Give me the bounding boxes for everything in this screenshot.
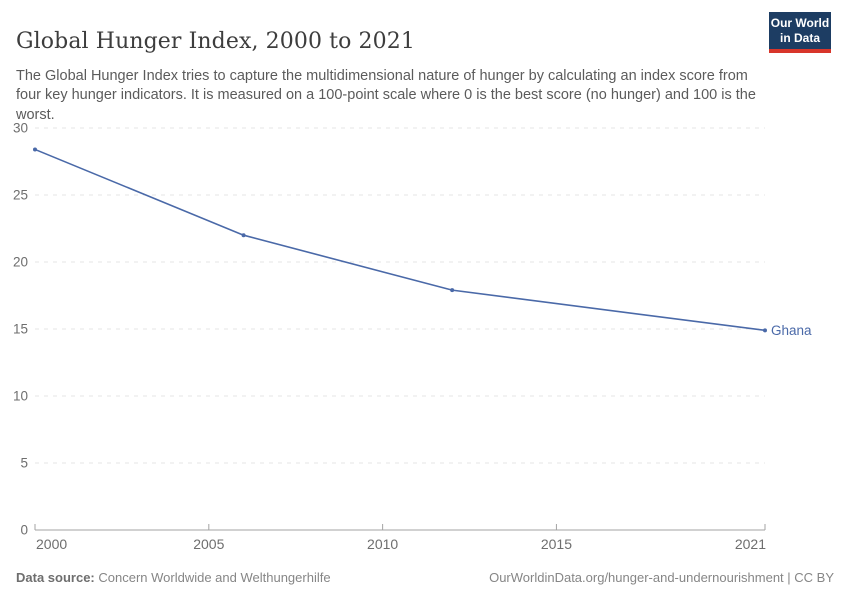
x-tick-label: 2015: [541, 536, 572, 552]
chart-subtitle: The Global Hunger Index tries to capture…: [16, 67, 756, 123]
entity-label-ghana[interactable]: Ghana: [771, 323, 812, 338]
x-tick-label: 2005: [193, 536, 224, 552]
data-source-note: Data source: Concern Worldwide and Welth…: [16, 570, 331, 585]
ghana-point-2000[interactable]: [33, 147, 37, 152]
x-tick-label: 2010: [367, 536, 398, 552]
x-tick-label: 2021: [735, 536, 766, 552]
owid-logo[interactable]: Our World in Data: [769, 12, 831, 53]
ghana-point-2006[interactable]: [241, 233, 246, 238]
owid-logo-line2: in Data: [779, 31, 820, 45]
x-tick-label: 2000: [36, 536, 67, 552]
axis-layer: 0 5 10 15 20 25 30 2000 2005 2010 2015 2021: [13, 121, 766, 553]
y-tick-label: 5: [20, 456, 28, 471]
ghana-series-line[interactable]: [34, 148, 766, 332]
attribution-note[interactable]: OurWorldinData.org/hunger-and-undernouri…: [489, 570, 834, 585]
y-tick-label: 15: [13, 322, 28, 337]
grid-layer: [35, 127, 765, 464]
ghana-point-2012[interactable]: [450, 288, 455, 293]
y-tick-label: 30: [13, 121, 28, 136]
y-tick-label: 25: [13, 188, 28, 203]
data-source-label: Data source:: [16, 570, 95, 585]
y-tick-label: 10: [13, 389, 28, 404]
y-tick-label: 0: [20, 523, 28, 538]
ghana-point-2021[interactable]: [763, 328, 767, 333]
series-layer: Ghana: [33, 147, 812, 338]
chart-footer: Data source: Concern Worldwide and Welth…: [16, 570, 834, 585]
y-tick-label: 20: [13, 255, 28, 270]
owid-logo-line1: Our World: [770, 16, 830, 30]
page-title: Global Hunger Index, 2000 to 2021: [16, 28, 415, 54]
data-source-value: Concern Worldwide and Welthungerhilfe: [94, 570, 331, 585]
